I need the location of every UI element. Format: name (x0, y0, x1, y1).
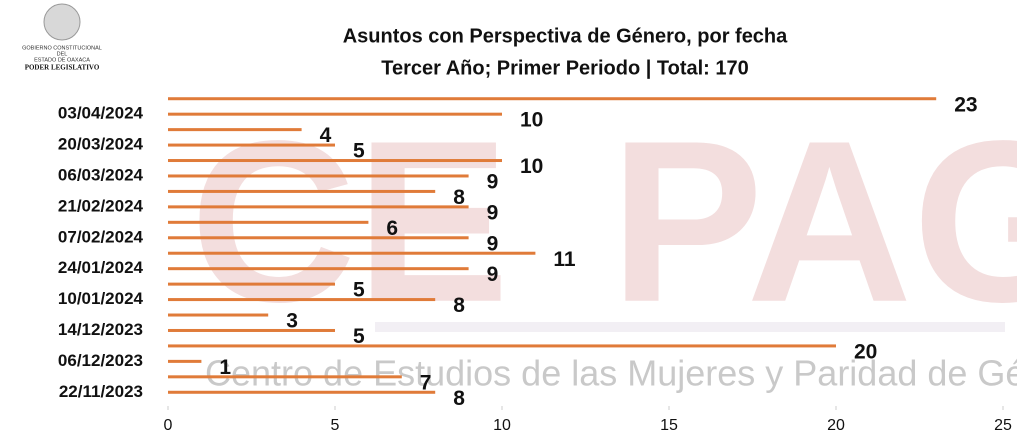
bar (168, 298, 435, 301)
bar (168, 159, 502, 162)
watermark: CE PAG Centro de Estudios de las Mujeres… (190, 93, 1017, 394)
value-label: 11 (553, 248, 576, 271)
value-label: 10 (520, 155, 543, 178)
y-tick-label: 24/01/2024 (58, 258, 144, 277)
y-tick-label: 06/12/2023 (58, 351, 143, 370)
y-tick-label: 06/03/2024 (58, 165, 144, 184)
y-tick-label: 21/02/2024 (58, 196, 144, 215)
bar (168, 205, 469, 208)
y-tick-label: 14/12/2023 (58, 320, 143, 339)
value-label: 8 (453, 294, 465, 317)
bar (168, 190, 435, 193)
chart: CE PAG Centro de Estudios de las Mujeres… (0, 0, 1017, 441)
logo: GOBIERNO CONSTITUCIONAL DEL ESTADO DE OA… (22, 4, 102, 72)
bar (168, 344, 836, 347)
chart-subtitle: Tercer Año; Primer Periodo | Total: 170 (381, 57, 749, 79)
value-label: 9 (487, 201, 499, 224)
logo-name: PODER LEGISLATIVO (25, 64, 100, 72)
x-tick-label: 5 (331, 417, 340, 434)
x-tick-label: 0 (164, 417, 173, 434)
bar (168, 375, 402, 378)
x-tick-label: 20 (827, 417, 845, 434)
bar (168, 113, 502, 116)
bar (168, 329, 335, 332)
bar (168, 391, 435, 394)
watermark-right: PAG (610, 93, 1017, 350)
x-tick-label: 10 (493, 417, 511, 434)
y-tick-label: 10/01/2024 (58, 289, 144, 308)
bar (168, 314, 268, 317)
watermark-band (375, 322, 1005, 332)
bar (168, 252, 535, 255)
value-label: 20 (854, 340, 877, 363)
x-tick-label: 15 (660, 417, 678, 434)
x-tick-label: 25 (994, 417, 1012, 434)
y-tick-label: 22/11/2023 (59, 382, 143, 401)
chart-title: Asuntos con Perspectiva de Género, por f… (343, 25, 788, 47)
value-label: 10 (520, 109, 543, 132)
bar (168, 128, 302, 131)
value-label: 9 (487, 171, 499, 194)
bar (168, 267, 469, 270)
y-tick-label: 07/02/2024 (58, 227, 144, 246)
y-tick-label: 03/04/2024 (58, 104, 144, 123)
watermark-caption: Centro de Estudios de las Mujeres y Pari… (205, 353, 1017, 394)
bar (168, 97, 936, 100)
bar (168, 236, 469, 239)
value-label: 9 (487, 263, 499, 286)
bar (168, 221, 368, 224)
logo-line: ESTADO DE OAXACA (34, 57, 90, 63)
value-label: 23 (954, 93, 977, 116)
bar (168, 144, 335, 147)
bar (168, 174, 469, 177)
bar (168, 360, 201, 363)
value-label: 8 (453, 387, 465, 410)
logo-emblem (44, 4, 80, 40)
bar (168, 283, 335, 286)
y-tick-label: 20/03/2024 (58, 135, 144, 154)
